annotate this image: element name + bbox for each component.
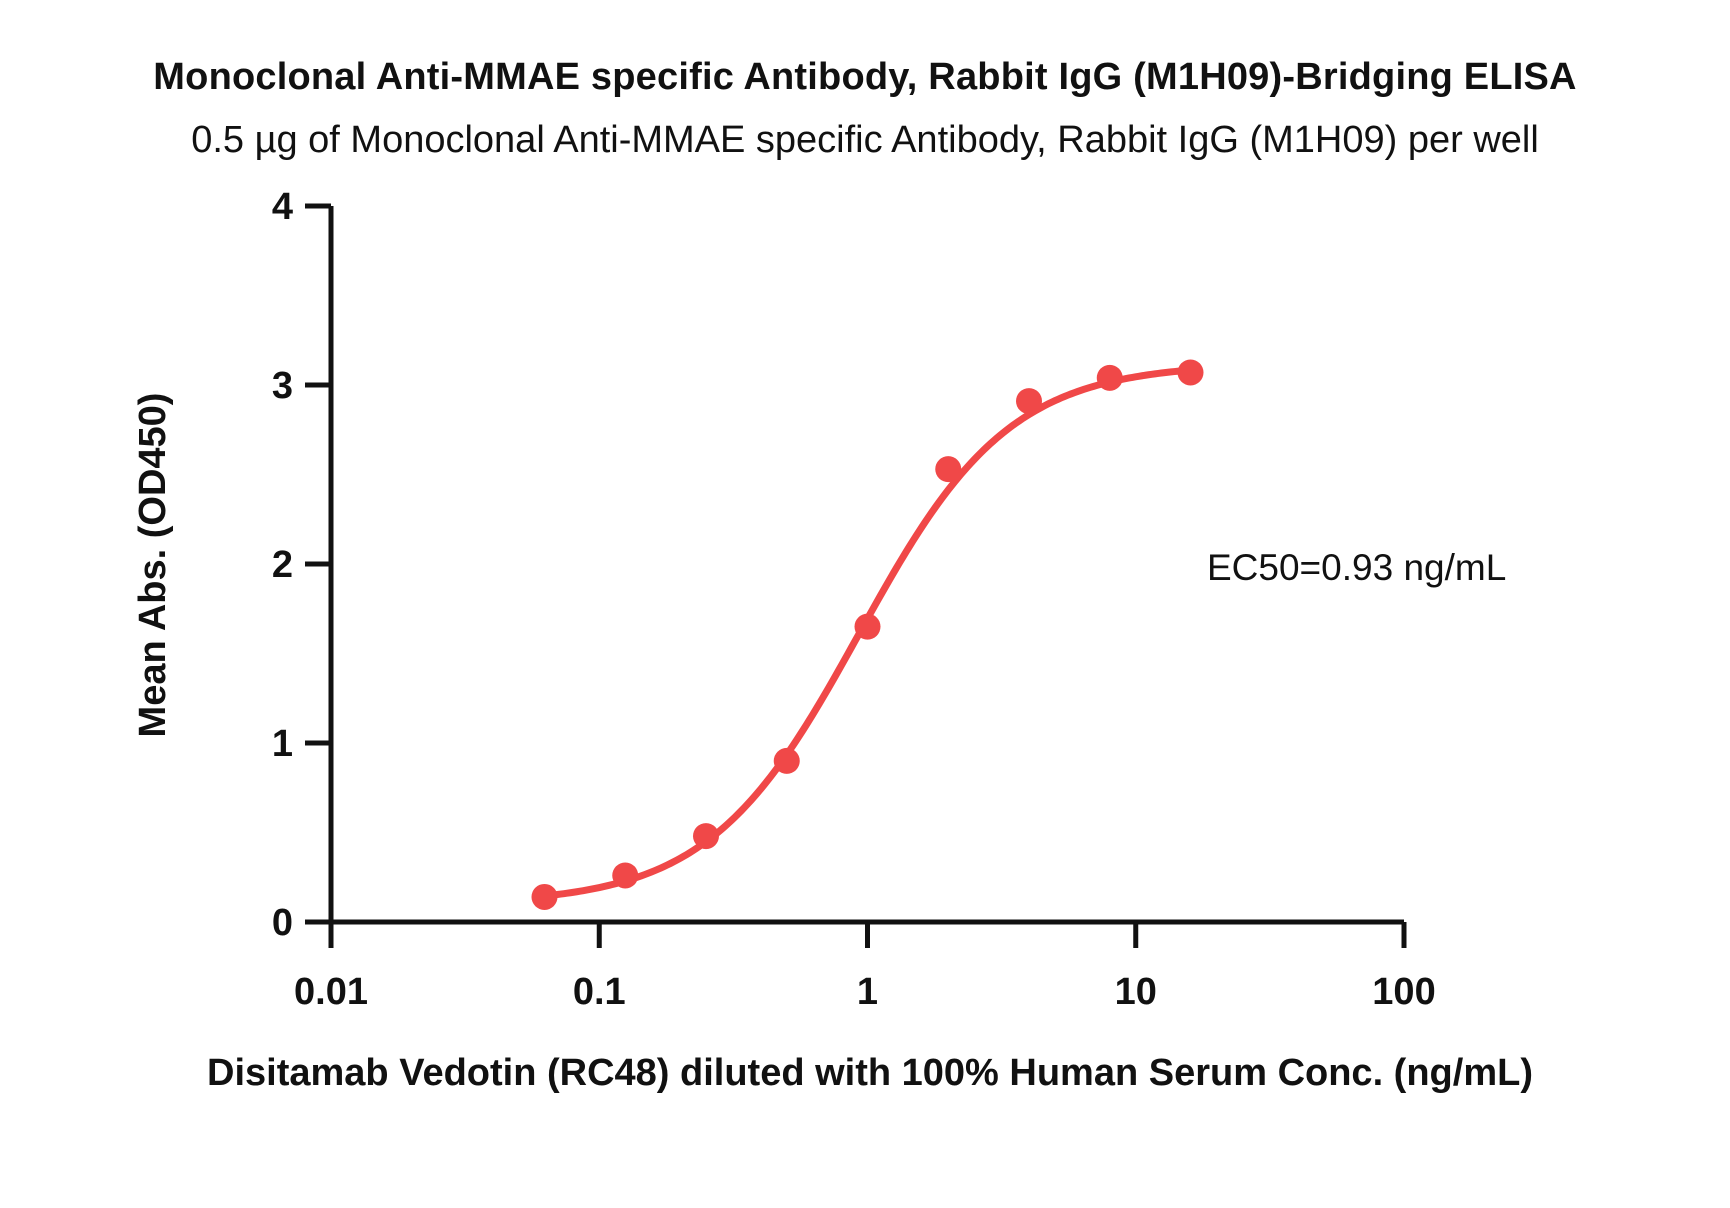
- data-point: [1016, 388, 1043, 415]
- data-point: [692, 823, 719, 850]
- chart-title: Monoclonal Anti-MMAE specific Antibody, …: [153, 56, 1577, 98]
- y-tick-label: 0: [272, 902, 293, 944]
- data-point: [531, 883, 558, 910]
- x-tick-label: 100: [1372, 971, 1435, 1013]
- axes: 0 1 2 3 4 0.01 0.1 1 10 100: [272, 186, 1436, 1013]
- x-tick-label: 10: [1115, 971, 1157, 1013]
- y-tick-label: 4: [272, 186, 293, 228]
- data-points-layer: [531, 359, 1204, 910]
- y-tick-label: 2: [272, 544, 293, 586]
- data-point: [854, 613, 881, 640]
- y-axis-title: Mean Abs. (OD450): [132, 393, 174, 738]
- data-point: [1177, 359, 1204, 386]
- x-tick-label: 0.1: [573, 971, 626, 1013]
- y-tick-label: 1: [272, 723, 293, 765]
- x-tick-label: 1: [857, 971, 878, 1013]
- ec50-annotation: EC50=0.93 ng/mL: [1207, 547, 1506, 588]
- data-point: [1096, 364, 1123, 391]
- data-point: [612, 862, 639, 889]
- data-point: [935, 456, 962, 483]
- data-point: [773, 747, 800, 774]
- x-tick-label: 0.01: [294, 971, 368, 1013]
- x-axis-title: Disitamab Vedotin (RC48) diluted with 10…: [207, 1052, 1533, 1094]
- y-tick-label: 3: [272, 365, 293, 407]
- chart-subtitle: 0.5 µg of Monoclonal Anti-MMAE specific …: [191, 119, 1539, 161]
